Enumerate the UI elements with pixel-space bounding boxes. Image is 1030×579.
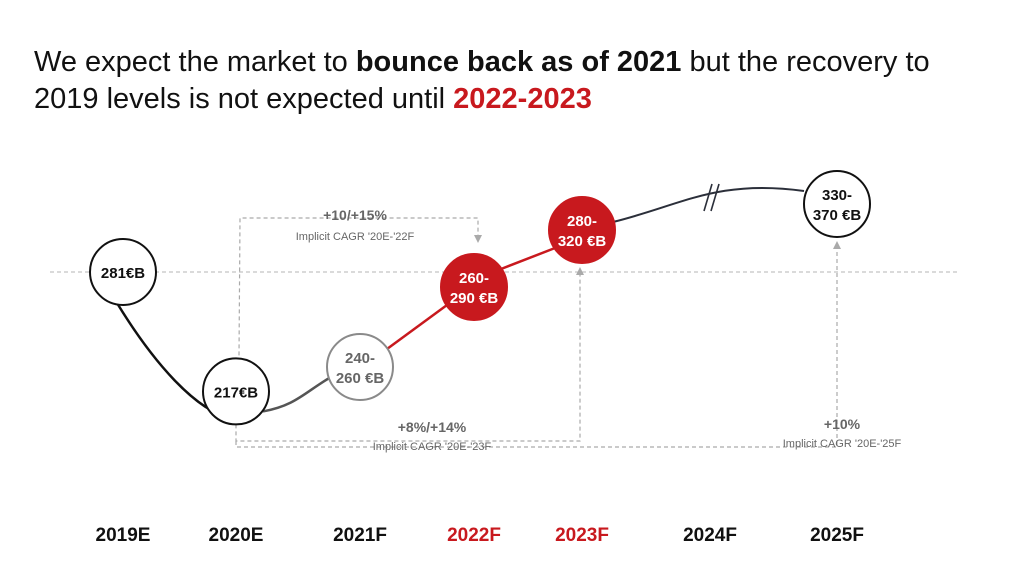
page-title: We expect the market to bounce back as o… (34, 44, 994, 118)
cagr-value: +10/+15% (323, 207, 387, 223)
axis-break-mark (703, 183, 713, 212)
title-text-1: We expect the market to (34, 46, 356, 78)
data-label: 281€B (101, 265, 145, 282)
data-label: 280- (567, 213, 597, 230)
data-point-circle (89, 238, 157, 306)
x-tick-label: 2019E (96, 525, 151, 546)
cagr-2022-bracket (238, 217, 482, 356)
title-text-2: but the recovery to 2019 levels is not e… (34, 46, 930, 115)
data-label: 260 €B (336, 370, 385, 387)
data-point-circle (548, 196, 616, 264)
data-point-circle (440, 253, 508, 321)
line-2021-2022 (386, 303, 448, 351)
x-tick-label: 2021F (333, 525, 387, 546)
data-point: 260- 290 €B (440, 253, 508, 321)
data-point-circle (803, 170, 871, 238)
x-tick-label: 2022F (447, 525, 501, 546)
data-label: 290 €B (450, 290, 499, 307)
cagr-value: +10% (824, 416, 861, 432)
data-label: 370 €B (813, 207, 862, 224)
cagr-2025-bracket (235, 241, 841, 448)
cagr-2023-bracket (235, 267, 584, 442)
cagr-caption: Implicit CAGR '20E-'23F (373, 441, 492, 453)
data-point-circle (202, 357, 270, 426)
cagr-caption: Implicit CAGR '20E-'25F (783, 438, 902, 450)
data-point: 330- 370 €B (803, 170, 871, 238)
cagr-value: +8%/+14% (398, 419, 467, 435)
data-point: 240- 260 €B (326, 333, 394, 401)
cagr-annotation: +10% Implicit CAGR '20E-'25F (783, 416, 902, 450)
title-bold: bounce back as of 2021 (355, 46, 682, 78)
data-point: 217€B (202, 357, 270, 426)
x-tick-label: 2020E (209, 525, 264, 546)
data-label: 330- (822, 187, 852, 204)
line-2022-2023 (500, 246, 556, 271)
title-highlight: 2022-2023 (453, 83, 592, 115)
cagr-caption: Implicit CAGR '20E-'22F (296, 231, 415, 243)
data-point-circle (326, 333, 394, 401)
data-label: 260- (459, 270, 489, 287)
x-tick-label: 2023F (555, 525, 609, 546)
data-point: 280- 320 €B (548, 196, 616, 264)
data-label: 217€B (214, 384, 258, 401)
cagr-annotation: +10/+15% Implicit CAGR '20E-'22F (296, 207, 415, 243)
data-point: 281€B (89, 238, 157, 306)
line-2020-2021 (262, 375, 332, 413)
cagr-annotation: +8%/+14% Implicit CAGR '20E-'23F (373, 419, 492, 453)
x-tick-label: 2025F (810, 525, 864, 546)
data-label: 240- (345, 350, 375, 367)
x-tick-label: 2024F (683, 525, 737, 546)
line-2023-2025 (612, 186, 805, 223)
axis-break-mark (710, 183, 720, 212)
data-label: 320 €B (558, 233, 607, 250)
